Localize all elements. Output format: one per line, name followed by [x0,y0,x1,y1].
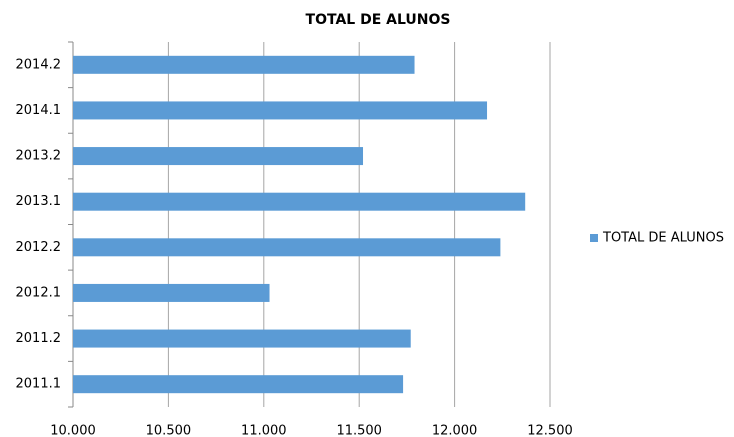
bar [73,238,501,257]
bar [73,101,488,120]
x-tick-label: 10.500 [146,424,192,437]
bar [73,55,415,74]
y-tick-label: 2014.1 [16,103,62,118]
y-tick-label: 2011.2 [16,331,62,346]
x-tick-label: 11.500 [336,424,382,437]
x-tick-label: 12.000 [432,424,478,437]
legend-swatch [590,234,598,242]
legend-label: TOTAL DE ALUNOS [602,231,724,246]
chart-title: TOTAL DE ALUNOS [306,12,451,28]
y-tick-label: 2014.2 [16,57,62,72]
x-tick-label: 12.500 [527,424,573,437]
x-tick-label: 11.000 [241,424,287,437]
bar [73,283,270,302]
y-tick-label: 2012.1 [16,285,62,300]
bar [73,147,364,166]
bar [73,192,526,211]
bar [73,329,411,348]
y-tick-label: 2013.2 [16,149,62,164]
bar [73,375,404,394]
x-tick-label: 10.000 [50,424,96,437]
y-tick-label: 2011.1 [16,377,62,392]
y-tick-label: 2012.2 [16,240,62,255]
y-tick-label: 2013.1 [16,194,62,209]
